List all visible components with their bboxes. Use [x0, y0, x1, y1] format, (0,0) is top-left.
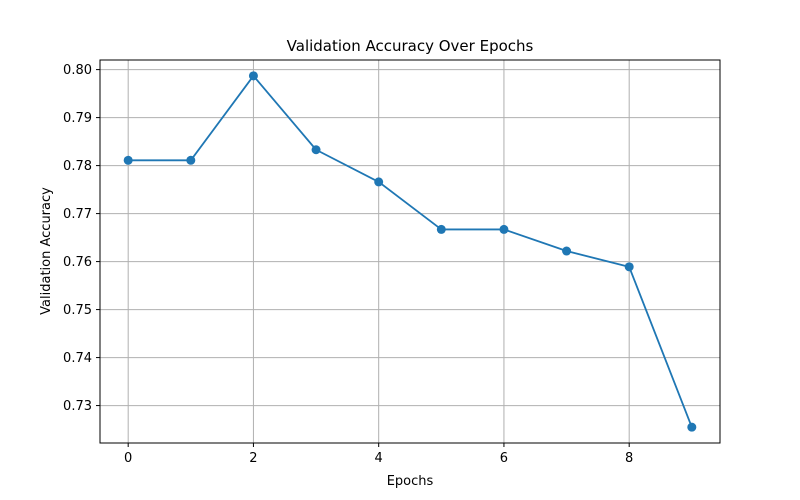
y-tick-label: 0.75 [63, 303, 92, 318]
data-point [311, 145, 321, 155]
x-tick-label: 6 [500, 451, 508, 466]
y-tick-label: 0.74 [63, 351, 92, 366]
y-tick-label: 0.76 [63, 255, 92, 270]
y-tick-label: 0.73 [63, 399, 92, 414]
x-tick-label: 8 [625, 451, 633, 466]
y-tick-label: 0.78 [63, 159, 92, 174]
data-point [562, 246, 572, 256]
y-axis-label: Validation Accuracy [39, 187, 54, 315]
data-point [186, 155, 196, 165]
y-tick-label: 0.77 [63, 207, 92, 222]
data-point [499, 224, 509, 234]
x-axis-label: Epochs [387, 474, 434, 489]
data-point [436, 224, 446, 234]
data-point [687, 422, 697, 432]
y-axis-ticks: 0.73 0.74 0.75 0.76 0.77 0.78 0.79 0.80 [63, 63, 100, 414]
y-tick-label: 0.79 [63, 111, 92, 126]
series-line [128, 74, 693, 428]
y-tick-label: 0.80 [63, 63, 92, 78]
x-tick-label: 2 [249, 451, 257, 466]
plot-area-frame [99, 59, 721, 444]
x-axis-ticks: 0 2 4 6 8 [124, 443, 633, 466]
data-point [374, 177, 384, 187]
chart-title: Validation Accuracy Over Epochs [287, 37, 534, 55]
series-layer [123, 71, 697, 432]
data-point [624, 262, 634, 272]
data-point [248, 71, 258, 81]
x-tick-label: 4 [375, 451, 383, 466]
x-tick-label: 0 [124, 451, 132, 466]
data-point [123, 155, 133, 165]
grid [100, 60, 720, 443]
